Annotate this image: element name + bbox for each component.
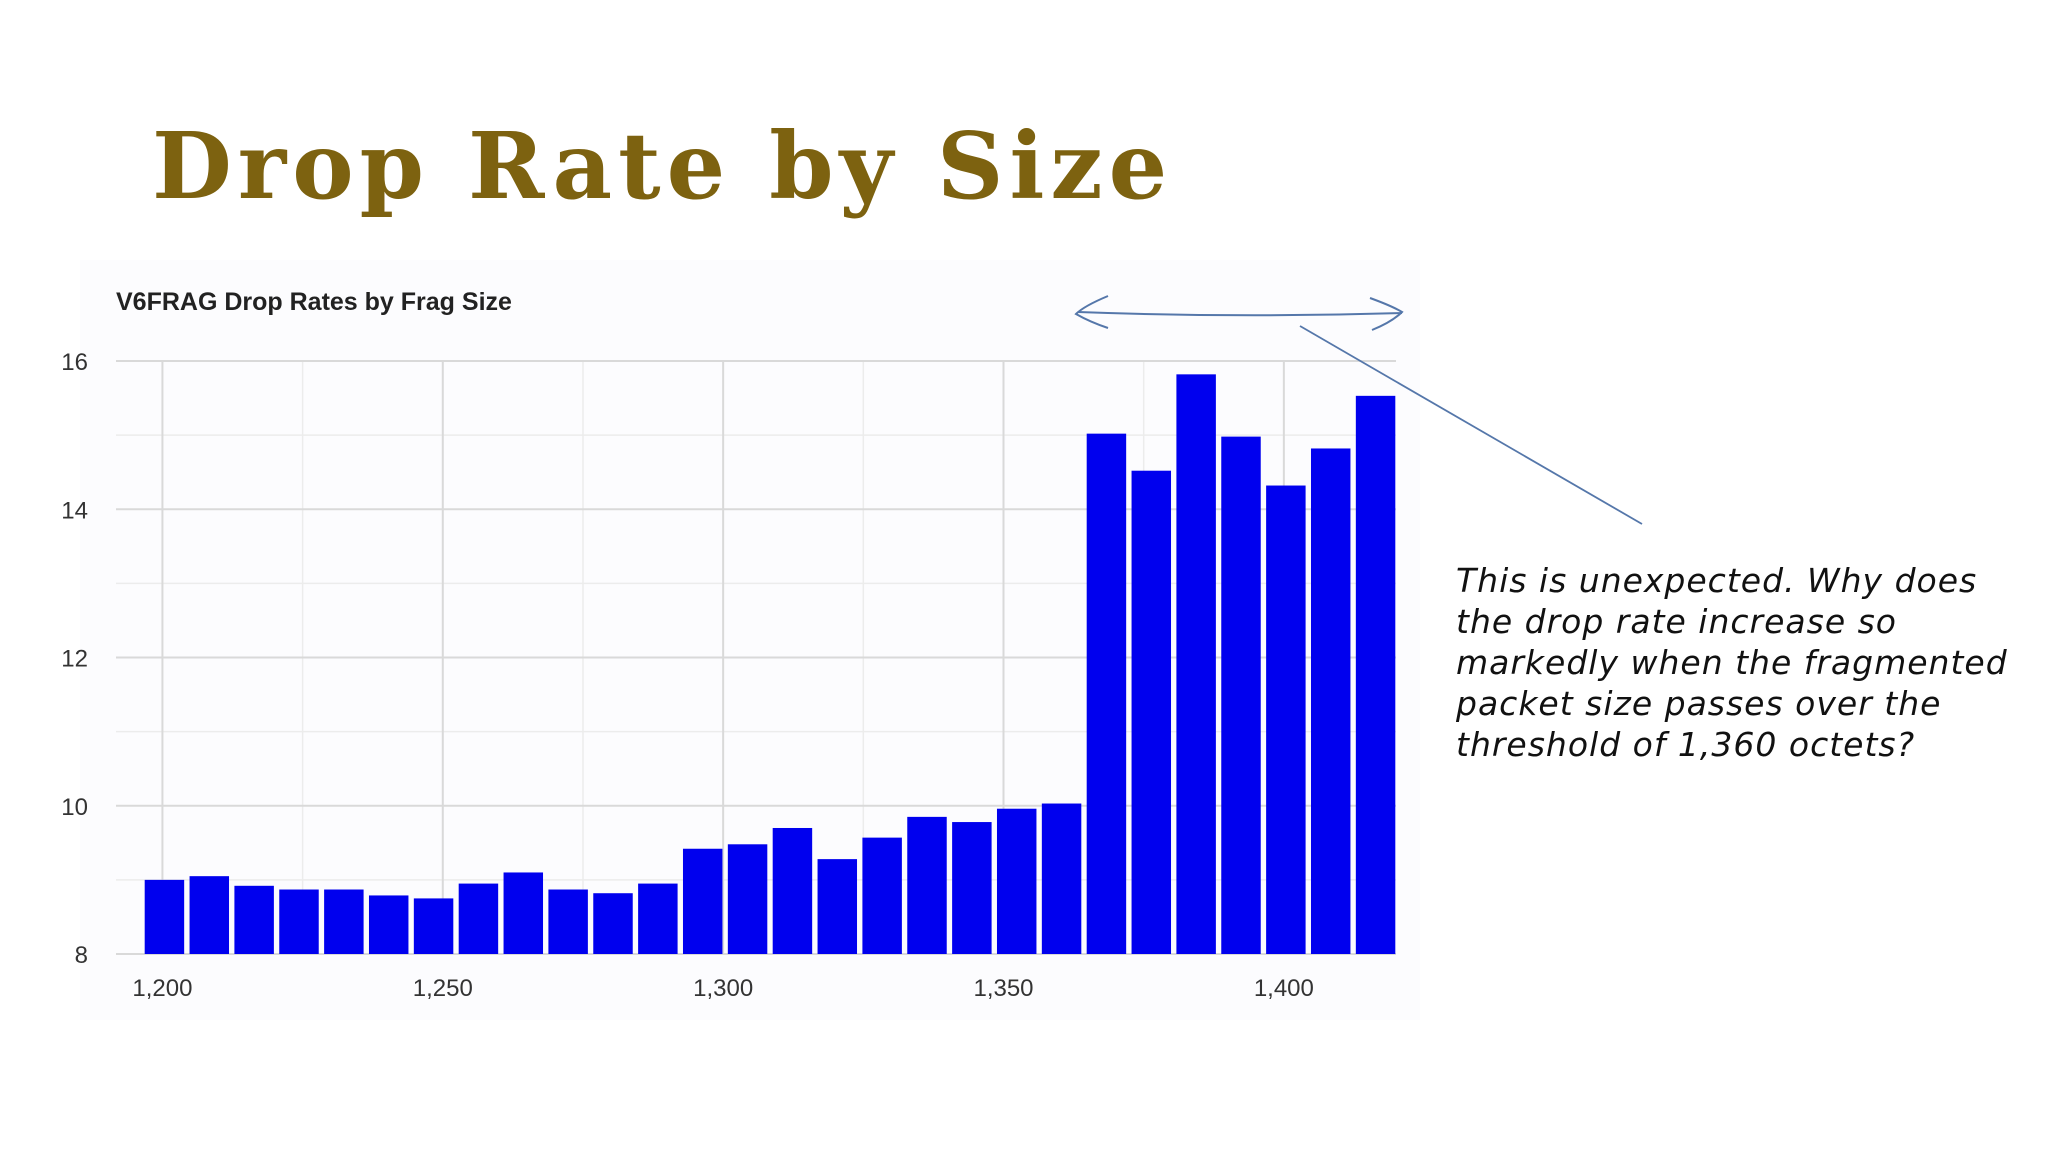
y-tick-label: 10 xyxy=(61,794,88,821)
x-tick-label: 1,300 xyxy=(693,975,753,1002)
bar xyxy=(638,883,678,954)
bar xyxy=(1041,803,1082,954)
bar xyxy=(593,893,633,954)
bar xyxy=(1355,395,1396,954)
chart-title: V6FRAG Drop Rates by Frag Size xyxy=(116,288,512,316)
bar xyxy=(817,859,858,954)
annotation-arrow-shaft xyxy=(1077,311,1403,317)
bar xyxy=(413,898,454,954)
x-tick-label: 1,400 xyxy=(1254,975,1314,1002)
bar xyxy=(996,808,1037,954)
bar xyxy=(862,837,902,954)
bar xyxy=(772,827,813,954)
y-tick-label: 12 xyxy=(61,646,88,673)
bar xyxy=(324,889,364,954)
y-tick-label: 14 xyxy=(61,497,88,524)
y-tick-label: 8 xyxy=(75,942,88,969)
annotation-arrowhead-left xyxy=(1074,295,1109,329)
x-tick-label: 1,250 xyxy=(413,975,473,1002)
bar xyxy=(279,889,319,954)
bar xyxy=(144,879,185,954)
x-tick-label: 1,350 xyxy=(973,975,1033,1002)
bar xyxy=(952,822,992,954)
x-tick-label: 1,200 xyxy=(132,975,192,1002)
bar xyxy=(1176,374,1216,954)
slide-title: Drop Rate by Size xyxy=(152,112,1174,220)
bar xyxy=(189,876,230,954)
annotation-note: This is unexpected. Why does the drop ra… xyxy=(1456,561,2008,764)
bar xyxy=(234,885,274,954)
y-tick-label: 16 xyxy=(61,349,88,376)
bar xyxy=(1131,470,1172,954)
annotation-arrowhead-right xyxy=(1369,297,1404,331)
bar xyxy=(503,872,544,954)
bar xyxy=(1266,485,1306,954)
bar xyxy=(368,895,409,954)
bar xyxy=(548,889,588,954)
bar xyxy=(682,848,723,954)
bar xyxy=(458,883,499,954)
annotation-leader-line xyxy=(1299,325,1643,525)
bar xyxy=(1086,433,1127,955)
bar xyxy=(1310,448,1351,954)
bar xyxy=(727,844,768,954)
bar xyxy=(907,816,947,954)
bar xyxy=(1221,436,1261,954)
